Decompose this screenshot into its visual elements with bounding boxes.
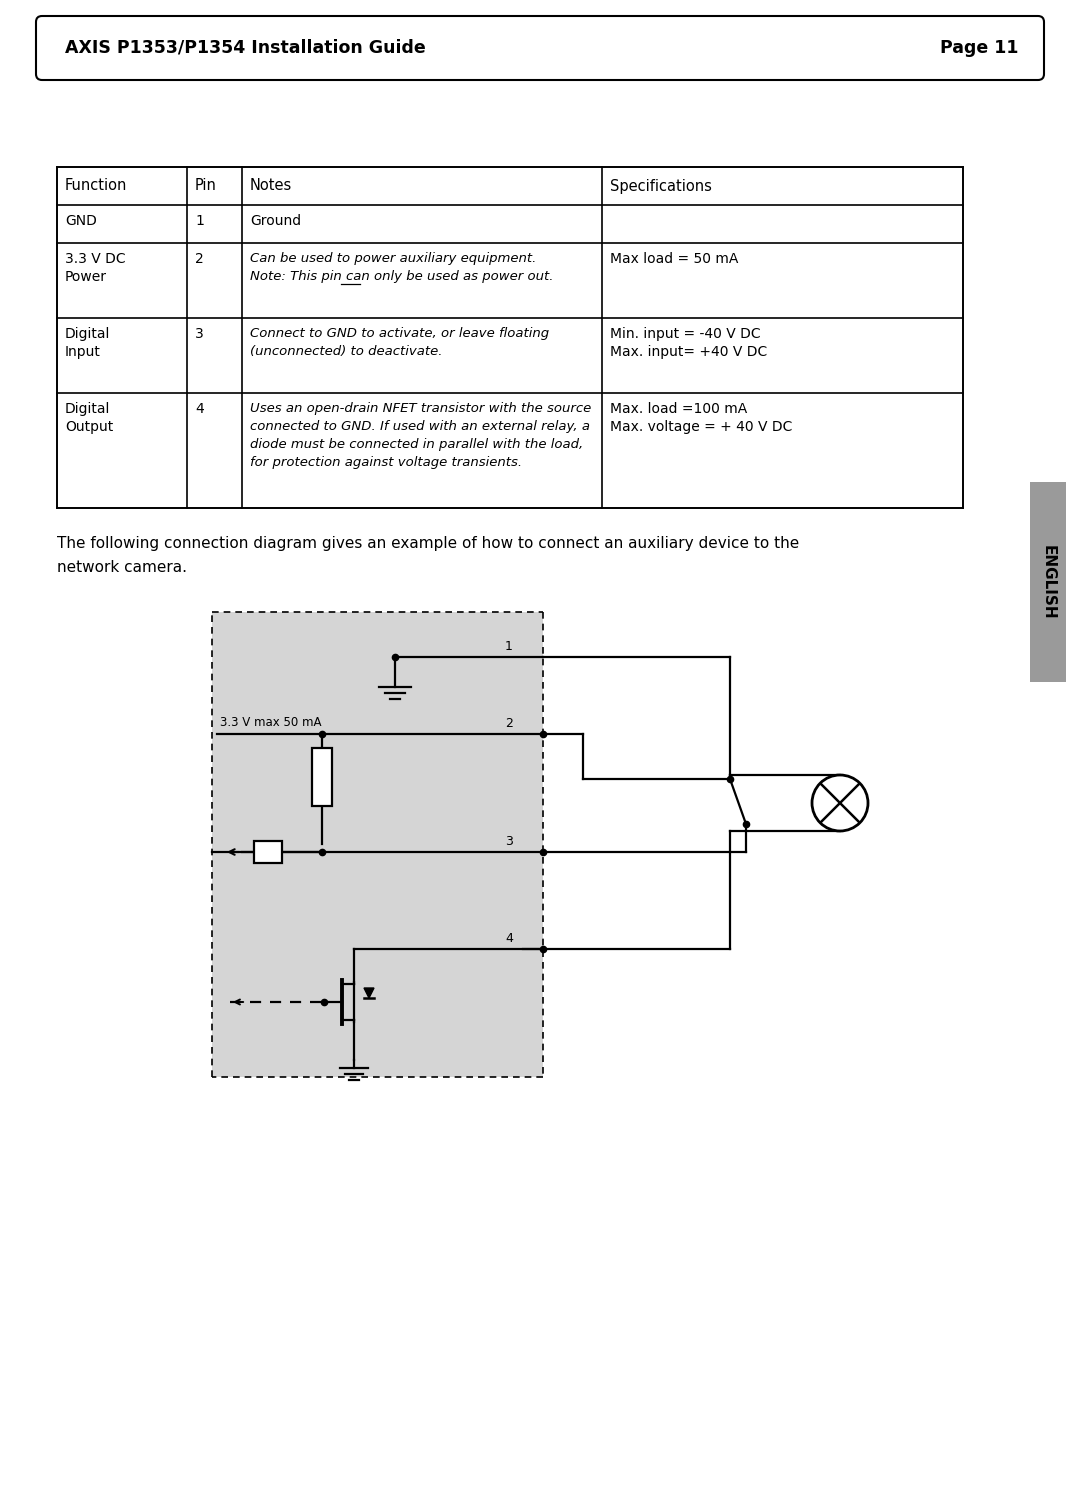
- Text: Specifications: Specifications: [610, 178, 712, 194]
- Text: The following connection diagram gives an example of how to connect an auxiliary: The following connection diagram gives a…: [57, 535, 799, 550]
- Text: Digital: Digital: [65, 327, 110, 342]
- Polygon shape: [364, 987, 374, 998]
- Text: ENGLISH: ENGLISH: [1040, 544, 1055, 620]
- Text: Page 11: Page 11: [940, 39, 1018, 57]
- Bar: [212, 612, 543, 1077]
- Text: Output: Output: [65, 420, 113, 434]
- Text: 3: 3: [195, 327, 204, 342]
- Text: Pin: Pin: [195, 178, 217, 194]
- Text: 3: 3: [505, 835, 513, 848]
- Text: connected to GND. If used with an external relay, a: connected to GND. If used with an extern…: [249, 420, 590, 432]
- Text: AXIS P1353/P1354 Installation Guide: AXIS P1353/P1354 Installation Guide: [65, 39, 426, 57]
- Text: Connect to GND to activate, or leave floating: Connect to GND to activate, or leave flo…: [249, 327, 549, 340]
- Text: 4: 4: [195, 402, 204, 416]
- Text: Function: Function: [65, 178, 127, 194]
- Text: GND: GND: [65, 215, 97, 228]
- Text: Max. input= +40 V DC: Max. input= +40 V DC: [610, 345, 767, 358]
- Bar: [254, 841, 282, 863]
- Text: 2: 2: [505, 717, 513, 730]
- Text: 1: 1: [505, 640, 513, 653]
- Circle shape: [812, 776, 868, 832]
- Text: 1: 1: [195, 215, 204, 228]
- Text: network camera.: network camera.: [57, 559, 187, 575]
- FancyBboxPatch shape: [36, 17, 1044, 80]
- Text: 2: 2: [195, 253, 204, 266]
- Text: 4: 4: [505, 931, 513, 945]
- Text: Input: Input: [65, 345, 100, 358]
- Text: 3.3 V DC: 3.3 V DC: [65, 253, 125, 266]
- Bar: [57, 166, 963, 508]
- Text: Notes: Notes: [249, 178, 293, 194]
- Text: Can be used to power auxiliary equipment.: Can be used to power auxiliary equipment…: [249, 253, 537, 265]
- Text: diode must be connected in parallel with the load,: diode must be connected in parallel with…: [249, 438, 583, 451]
- Text: Uses an open-drain NFET transistor with the source: Uses an open-drain NFET transistor with …: [249, 402, 591, 414]
- Text: Max load = 50 mA: Max load = 50 mA: [610, 253, 739, 266]
- Text: Note: This pin can only be used as power out.: Note: This pin can only be used as power…: [249, 271, 554, 283]
- Text: Max. load =100 mA: Max. load =100 mA: [610, 402, 747, 416]
- Text: for protection against voltage transients.: for protection against voltage transient…: [249, 457, 522, 469]
- Text: Digital: Digital: [65, 402, 110, 416]
- Bar: [312, 748, 332, 806]
- Bar: [1030, 482, 1066, 682]
- Text: Ground: Ground: [249, 215, 301, 228]
- Text: 3.3 V max 50 mA: 3.3 V max 50 mA: [220, 717, 322, 729]
- Text: Max. voltage = + 40 V DC: Max. voltage = + 40 V DC: [610, 420, 793, 434]
- Text: (unconnected) to deactivate.: (unconnected) to deactivate.: [249, 345, 443, 358]
- Text: Min. input = -40 V DC: Min. input = -40 V DC: [610, 327, 760, 342]
- Text: Power: Power: [65, 271, 107, 284]
